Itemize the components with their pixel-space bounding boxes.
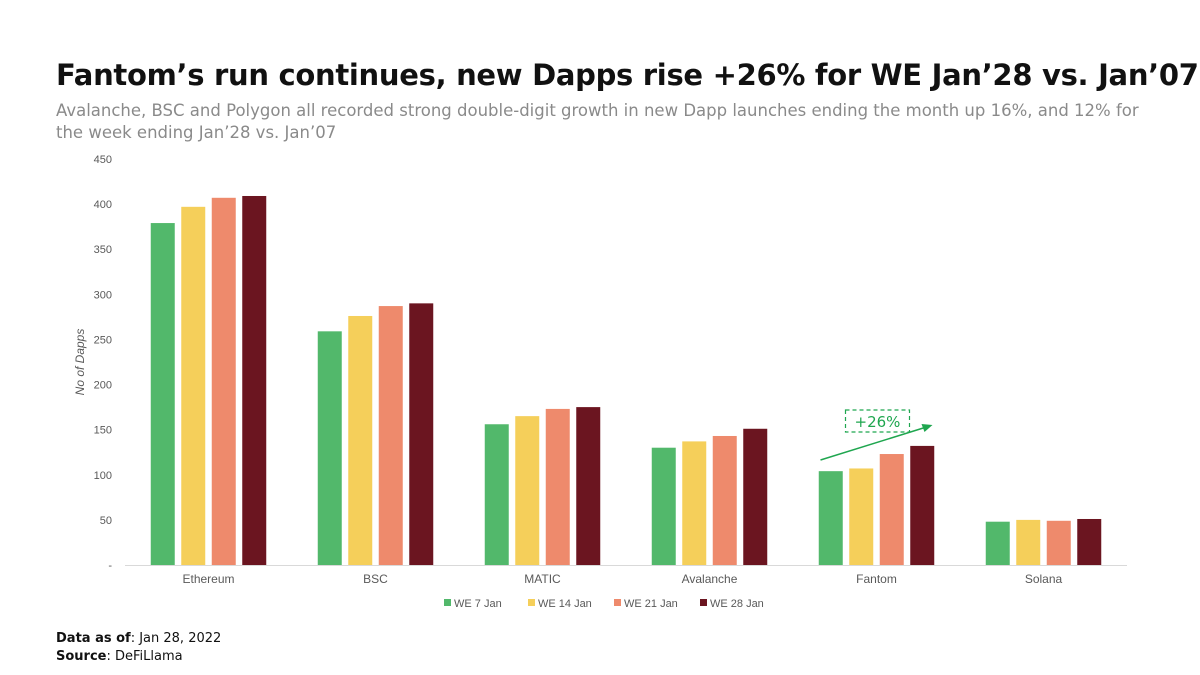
- legend-swatch: [700, 599, 707, 606]
- legend-label: WE 28 Jan: [710, 598, 764, 610]
- legend-label: WE 14 Jan: [538, 598, 592, 610]
- y-tick-label: 400: [94, 199, 112, 211]
- bar-solana-1: [985, 521, 1010, 565]
- bar-fantom-4: [910, 445, 935, 565]
- bar-ethereum-2: [181, 206, 206, 565]
- x-tick-label: Ethereum: [182, 572, 234, 586]
- y-tick-label: 250: [94, 334, 112, 346]
- y-tick-label: 200: [94, 380, 112, 392]
- x-tick-label: Solana: [1025, 572, 1063, 586]
- x-tick-label: BSC: [363, 572, 388, 586]
- y-axis-label: No of Dapps: [73, 329, 87, 396]
- annotation-box: [844, 409, 911, 433]
- bar-matic-3: [545, 408, 570, 565]
- trend-arrow-head-icon: [921, 424, 933, 432]
- bar-solana-2: [1016, 519, 1041, 565]
- legend-swatch: [614, 599, 621, 606]
- bar-avalanche-1: [651, 447, 676, 565]
- bar-ethereum-1: [150, 223, 175, 565]
- bar-ethereum-4: [242, 195, 267, 566]
- y-tick-label: 300: [94, 289, 112, 301]
- bar-fantom-2: [849, 468, 874, 565]
- bar-solana-4: [1077, 518, 1102, 565]
- legend-swatch: [528, 599, 535, 606]
- bar-ethereum-3: [211, 197, 236, 565]
- footer: Data as of: Jan 28, 2022 Source: DeFiLla…: [56, 630, 221, 666]
- legend-label: WE 21 Jan: [624, 598, 678, 610]
- y-tick-label: 150: [94, 425, 112, 437]
- bar-fantom-3: [879, 454, 904, 565]
- bar-matic-2: [515, 416, 540, 565]
- annotation-label: +26%: [855, 413, 901, 431]
- y-tick-label: -: [108, 560, 112, 572]
- bar-avalanche-4: [743, 428, 768, 565]
- bar-fantom-1: [818, 471, 843, 565]
- y-tick-label: 450: [94, 154, 112, 166]
- bar-bsc-2: [348, 315, 373, 565]
- page-subtitle: Avalanche, BSC and Polygon all recorded …: [56, 101, 1139, 142]
- legend-label: WE 7 Jan: [454, 598, 502, 610]
- x-tick-label: Avalanche: [682, 572, 738, 586]
- y-tick-label: 350: [94, 244, 112, 256]
- legend-swatch: [444, 599, 451, 606]
- data-as-of: Data as of: Jan 28, 2022: [56, 631, 222, 646]
- bar-bsc-4: [409, 303, 434, 565]
- x-tick-label: MATIC: [524, 572, 561, 586]
- bar-bsc-3: [378, 306, 403, 565]
- bar-matic-1: [484, 424, 509, 565]
- bar-solana-3: [1046, 520, 1071, 565]
- page-title: Fantom’s run continues, new Dapps rise +…: [56, 58, 1199, 92]
- y-tick-label: 100: [94, 470, 112, 482]
- y-tick-label: 50: [100, 515, 112, 527]
- x-tick-label: Fantom: [856, 572, 897, 586]
- bar-bsc-1: [317, 331, 342, 565]
- bar-avalanche-3: [712, 435, 737, 565]
- bar-matic-4: [576, 407, 601, 565]
- bar-avalanche-2: [682, 441, 707, 565]
- source: Source: DeFiLlama: [56, 649, 183, 664]
